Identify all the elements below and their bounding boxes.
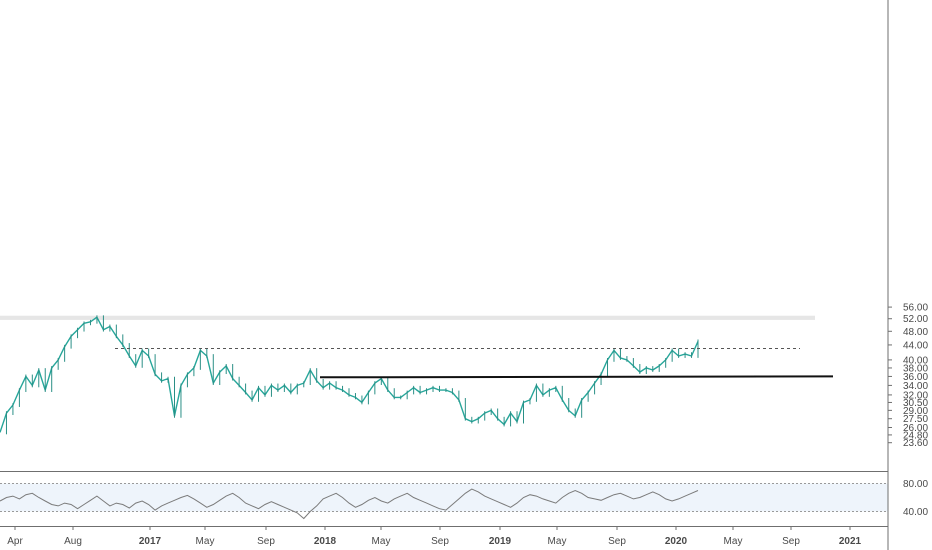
y-tick-label: 26.00 [903,423,928,434]
oscillator-tick-label: 80.00 [903,479,928,490]
y-tick-label: 30.50 [903,398,928,409]
y-tick-label: 36.00 [903,372,928,383]
x-tick-label: 2017 [139,536,162,547]
x-tick-label: May [548,536,567,547]
y-tick-label: 52.00 [903,314,928,325]
price-series-line [0,316,699,433]
x-tick-label: Aug [64,536,82,547]
y-tick-label: 40.00 [903,355,928,366]
y-tick-label: 29.00 [903,406,928,417]
oscillator-band [0,483,888,512]
x-tick-label: 2019 [489,536,512,547]
y-tick-label: 44.00 [903,340,928,351]
support-trendline [319,375,834,379]
x-tick-label: May [372,536,391,547]
resistance-zone [0,315,815,320]
y-tick-label: 24.80 [903,430,928,441]
y-tick-label: 38.00 [903,363,928,374]
x-tick-label: Sep [431,536,449,547]
y-tick-label: 27.50 [903,414,928,425]
x-tick-label: May [196,536,215,547]
y-tick-label: 34.00 [903,381,928,392]
x-tick-label: Sep [608,536,626,547]
x-tick-label: 2020 [665,536,688,547]
oscillator-series-line [0,488,699,520]
x-tick-label: 2018 [314,536,337,547]
y-tick-label: 32.00 [903,390,928,401]
x-tick-label: Sep [257,536,275,547]
x-tick-label: May [724,536,743,547]
x-tick-label: 2021 [839,536,862,547]
y-tick-label: 48.00 [903,327,928,338]
y-tick-label: 56.00 [903,303,928,314]
oscillator-tick-label: 40.00 [903,507,928,518]
y-tick-label: 23.60 [903,438,928,449]
x-tick-label: Sep [782,536,800,547]
x-tick-label: Apr [7,536,23,547]
